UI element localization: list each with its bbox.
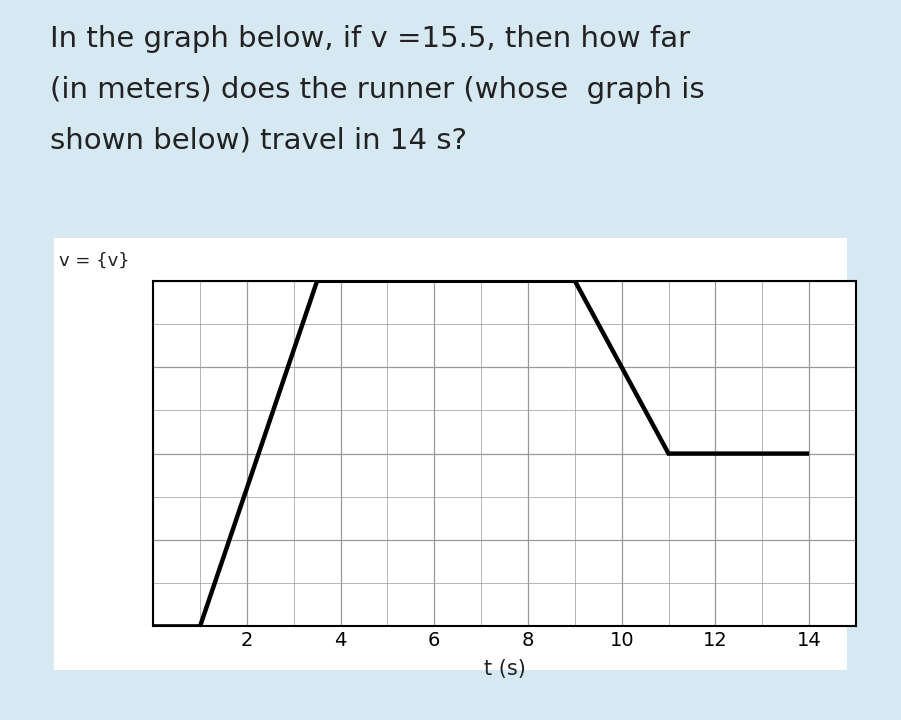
X-axis label: t (s): t (s) [484,659,525,678]
FancyBboxPatch shape [46,233,855,674]
Text: shown below) travel in 14 s?: shown below) travel in 14 s? [50,126,467,154]
Text: (in meters) does the runner (whose  graph is: (in meters) does the runner (whose graph… [50,76,705,104]
Text: In the graph below, if v =15.5, then how far: In the graph below, if v =15.5, then how… [50,25,689,53]
Text: v = {v}: v = {v} [59,252,129,270]
